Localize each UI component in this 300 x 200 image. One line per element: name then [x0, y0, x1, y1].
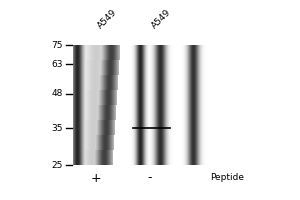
Text: +: + [91, 171, 101, 184]
Text: A549: A549 [96, 7, 119, 30]
Text: 35: 35 [52, 124, 63, 133]
Text: 25: 25 [52, 160, 63, 170]
Text: 75: 75 [52, 40, 63, 49]
Text: Peptide: Peptide [210, 173, 244, 182]
Text: -: - [148, 171, 152, 184]
Text: 63: 63 [52, 60, 63, 69]
Text: 48: 48 [52, 89, 63, 98]
Text: A549: A549 [150, 7, 173, 30]
